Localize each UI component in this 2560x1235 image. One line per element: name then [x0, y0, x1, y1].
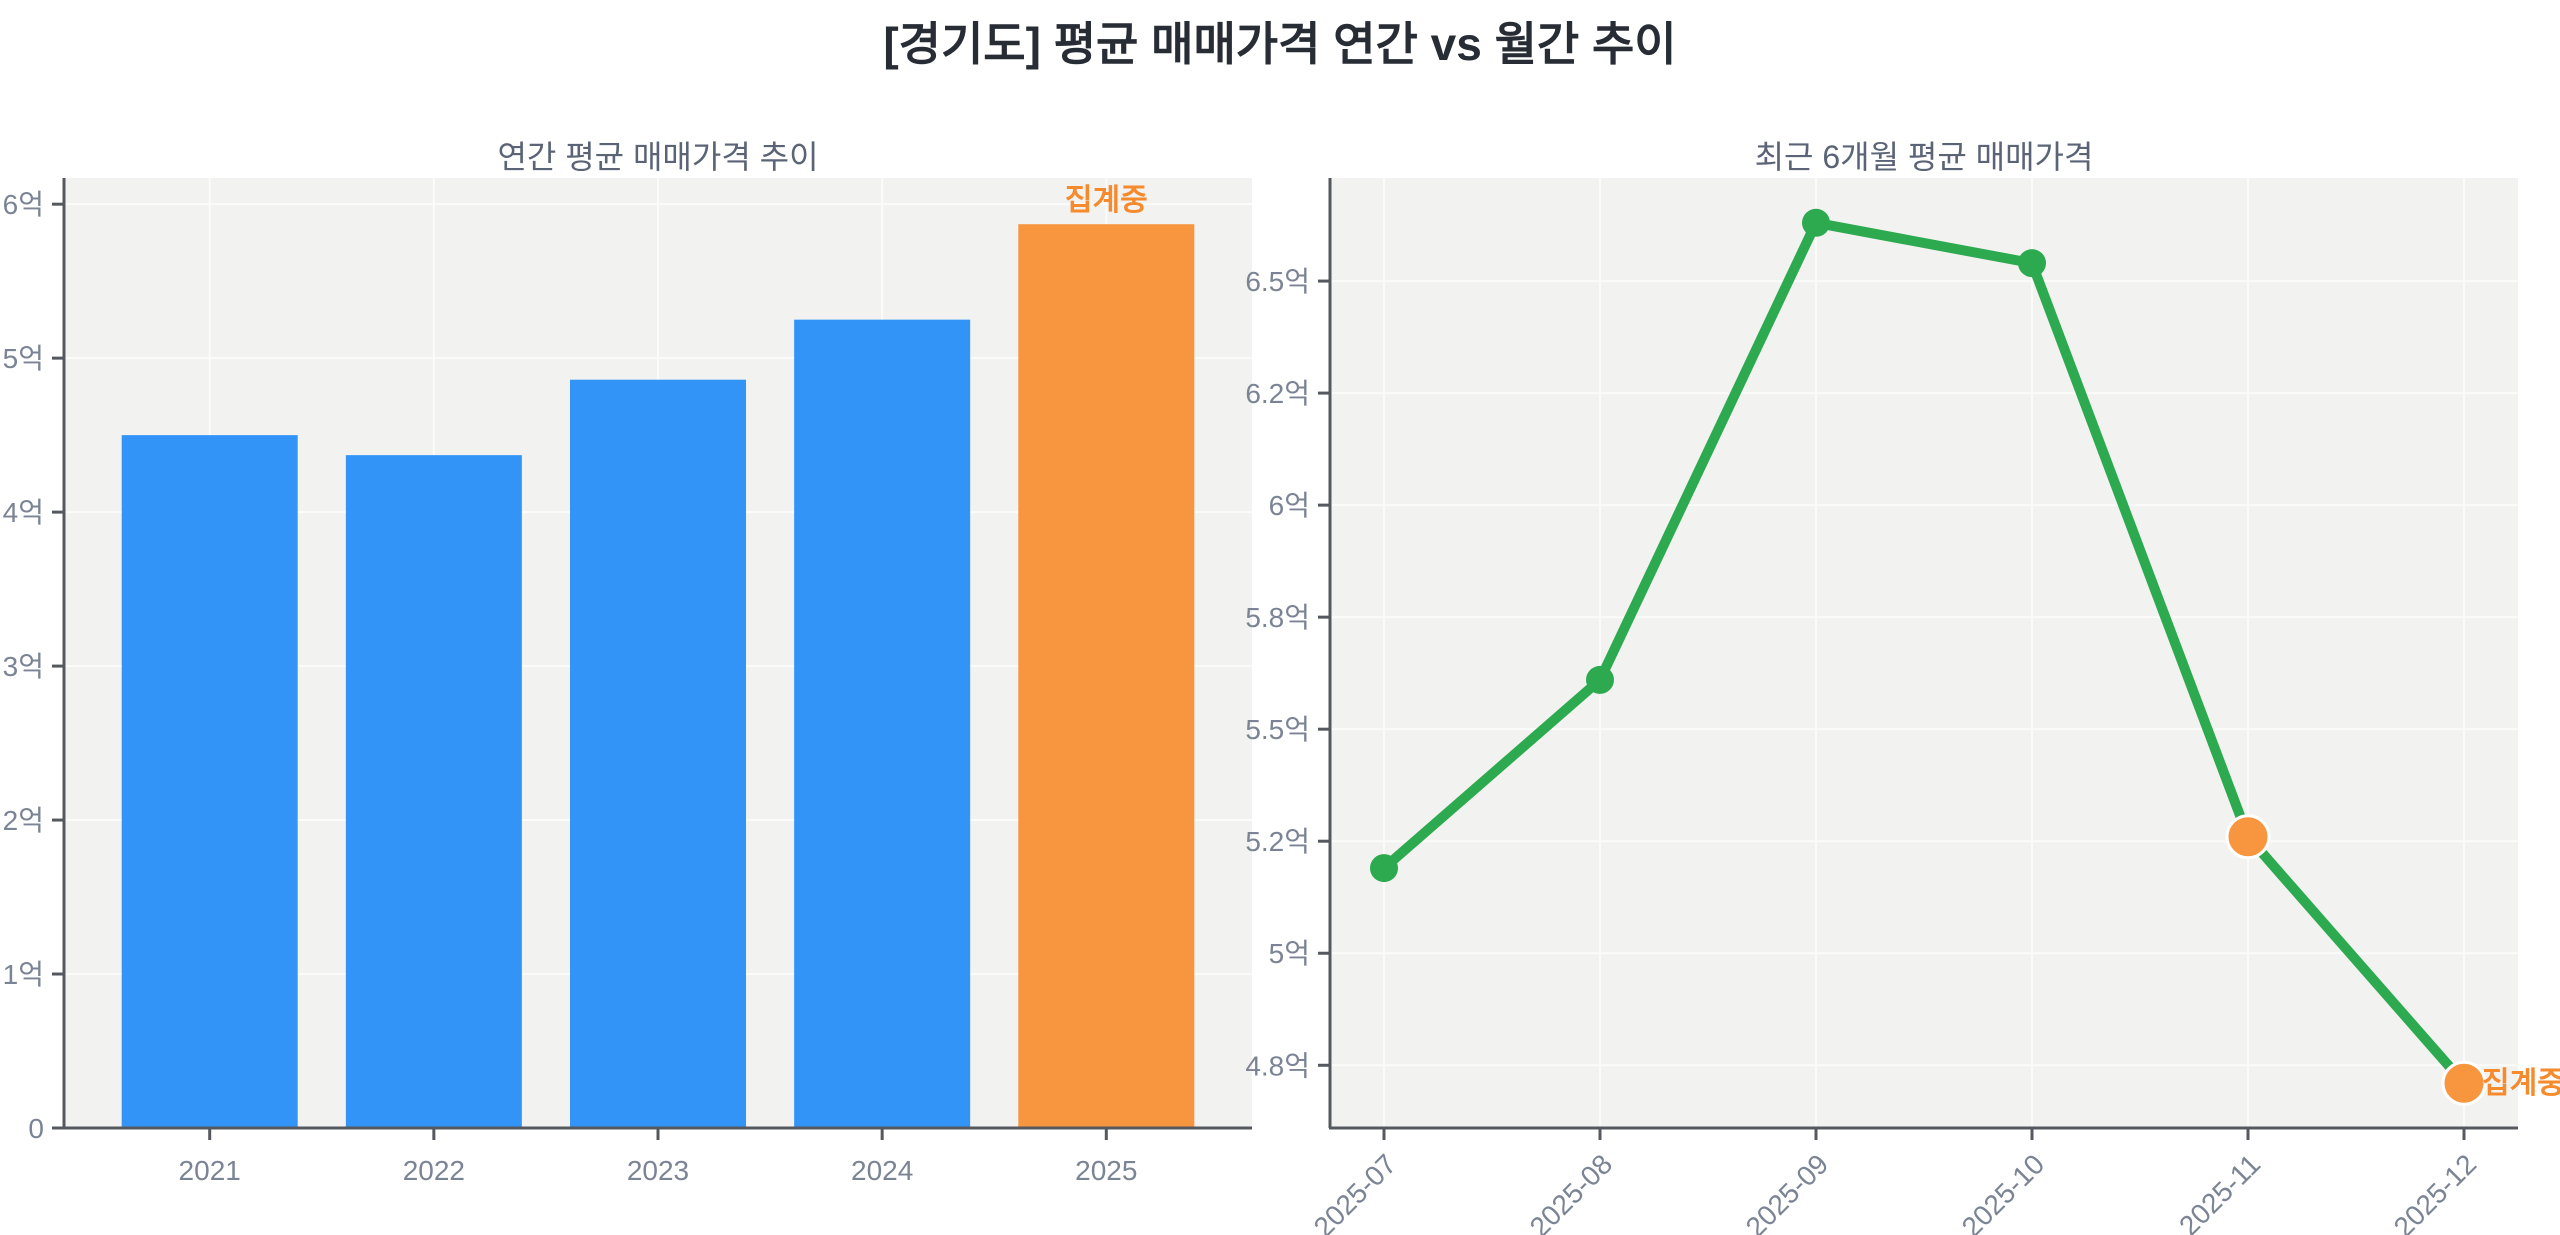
x-tick-label: 2025-10 [1956, 1148, 2051, 1235]
data-point-2025-12 [2441, 1060, 2487, 1106]
x-tick-label: 2025-07 [1308, 1148, 1403, 1235]
y-tick-label: 6억 [1269, 490, 1310, 521]
data-point-2025-10 [2018, 249, 2046, 278]
annual-chart-title: 연간 평균 매매가격 추이 [497, 139, 819, 175]
y-tick-label: 6.5억 [1245, 266, 1310, 297]
y-tick-label: 6억 [3, 189, 44, 220]
bar-2025 [1018, 224, 1195, 1128]
x-tick-label: 2025-11 [2173, 1148, 2266, 1235]
data-point-2025-09 [1802, 208, 1830, 237]
y-tick-label: 1억 [3, 959, 44, 990]
y-tick-label: 0 [28, 1113, 44, 1144]
y-tick-label: 5억 [3, 343, 44, 374]
bar-2021 [121, 435, 298, 1128]
data-point-2025-08 [1586, 665, 1614, 694]
x-tick-label: 2025 [1075, 1155, 1137, 1186]
data-point-2025-07 [1370, 854, 1398, 883]
bar-2023 [570, 379, 746, 1128]
y-tick-label: 3억 [3, 651, 44, 682]
bar-2024 [794, 319, 971, 1128]
y-tick-label: 4.8억 [1245, 1050, 1310, 1081]
in-progress-label: 집계중 [1065, 184, 1148, 217]
x-tick-label: 2022 [403, 1155, 465, 1186]
y-tick-label: 6.2억 [1245, 378, 1310, 409]
y-tick-label: 5억 [1269, 938, 1310, 969]
x-tick-label: 2025-12 [2388, 1148, 2483, 1235]
x-tick-label: 2023 [627, 1155, 689, 1186]
x-tick-label: 2024 [851, 1155, 913, 1186]
x-tick-label: 2021 [179, 1155, 241, 1186]
y-tick-label: 4억 [3, 497, 44, 528]
y-tick-label: 2억 [3, 805, 44, 836]
in-progress-label: 집계중 [2482, 1067, 2560, 1100]
plot-background [1330, 178, 2518, 1128]
monthly-chart-title: 최근 6개월 평균 매매가격 [1754, 139, 2094, 175]
data-point-2025-11 [2225, 814, 2271, 860]
x-tick-label: 2025-08 [1524, 1148, 1619, 1235]
x-tick-label: 2025-09 [1740, 1148, 1835, 1235]
y-tick-label: 5.2억 [1245, 826, 1310, 857]
bar-2022 [345, 455, 522, 1129]
page-title: [경기도] 평균 매매가격 연간 vs 월간 추이 [883, 18, 1677, 70]
y-tick-label: 5.5억 [1245, 714, 1310, 745]
y-tick-label: 5.8억 [1245, 602, 1310, 633]
trend-line [1379, 217, 2469, 1089]
